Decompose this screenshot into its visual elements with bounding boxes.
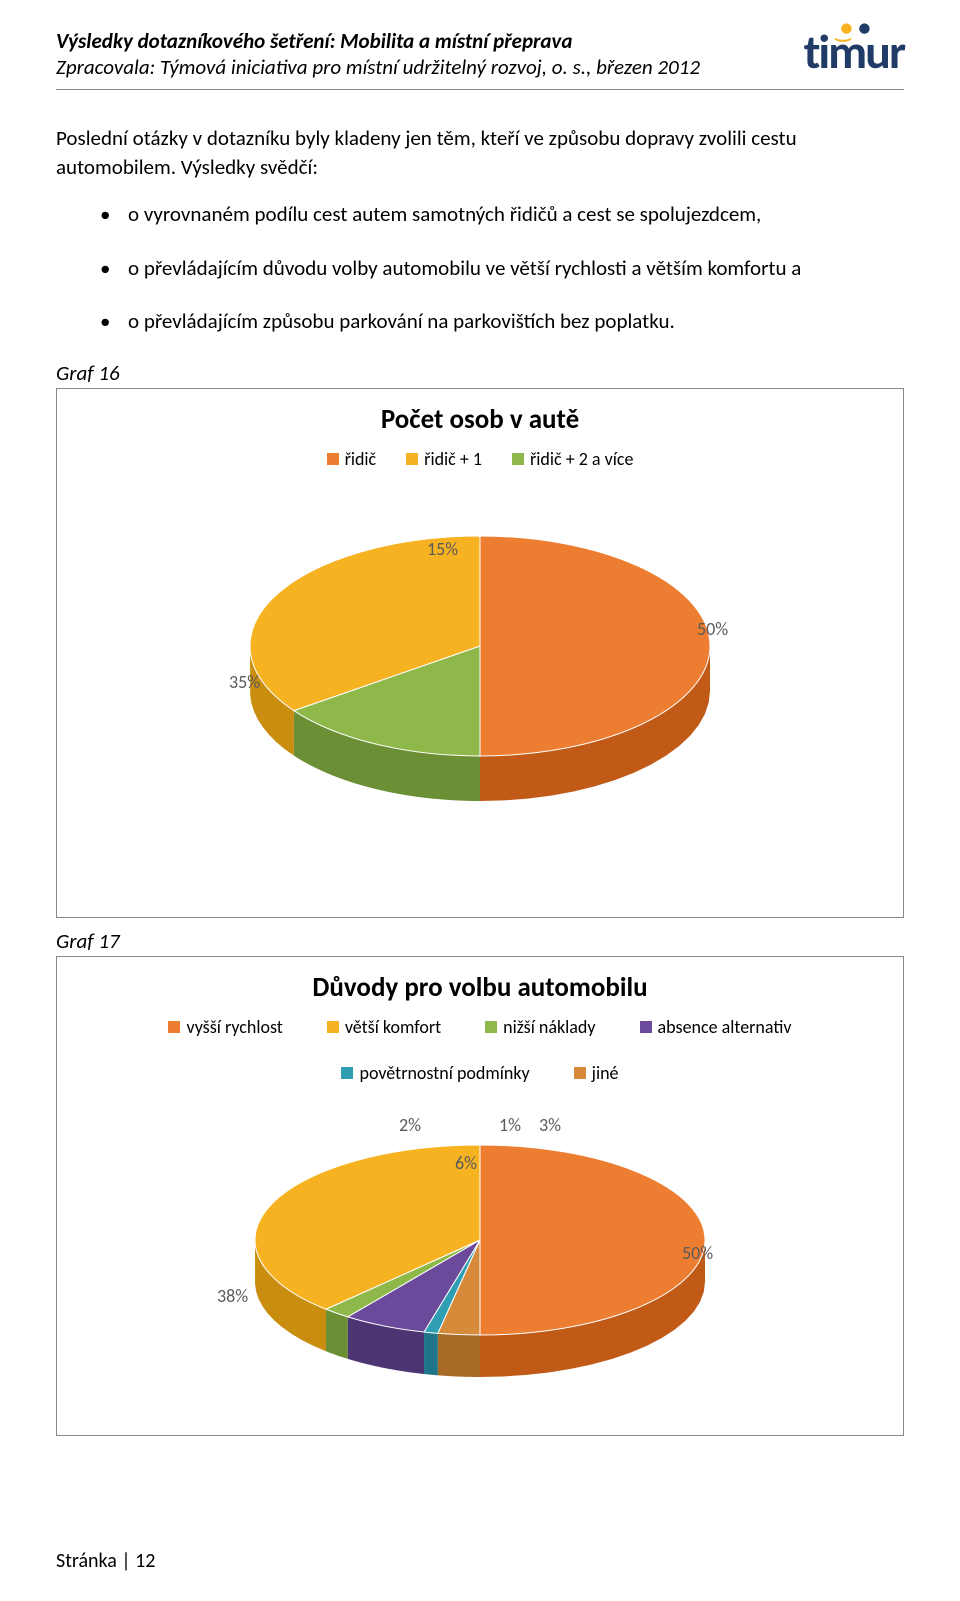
legend-swatch-icon bbox=[406, 453, 418, 465]
doc-subtitle: Zpracovala: Týmová iniciativa pro místní… bbox=[56, 54, 700, 80]
legend-item: vyšší rychlost bbox=[168, 1016, 282, 1038]
chart1-title: Počet osob v autě bbox=[57, 403, 903, 436]
chart2-title: Důvody pro volbu automobilu bbox=[57, 971, 903, 1004]
pie-slice-label: 3% bbox=[539, 1114, 561, 1136]
legend-label: větší komfort bbox=[345, 1016, 441, 1038]
chart2-legend: vyšší rychlost větší komfort nižší náklady… bbox=[130, 1016, 830, 1084]
pie-slice-label: 2% bbox=[399, 1114, 421, 1136]
chart2-pie-icon bbox=[200, 1090, 760, 1400]
legend-swatch-icon bbox=[327, 1021, 339, 1033]
pie-slice-label: 15% bbox=[427, 538, 458, 560]
legend-swatch-icon bbox=[168, 1021, 180, 1033]
legend-label: vyšší rychlost bbox=[186, 1016, 282, 1038]
logo-dot-icon: ● bbox=[858, 18, 869, 38]
chart1-legend: řidič řidič + 1 řidič + 2 a více bbox=[57, 448, 903, 470]
legend-label: nižší náklady bbox=[503, 1016, 595, 1038]
chart2-container: Důvody pro volbu automobilu vyšší rychlo… bbox=[56, 956, 904, 1436]
finding-item: o převládajícím důvodu volby automobilu … bbox=[100, 254, 904, 283]
legend-item: nižší náklady bbox=[485, 1016, 595, 1038]
legend-label: absence alternativ bbox=[658, 1016, 792, 1038]
header-text-block: Výsledky dotazníkového šetření: Mobilita… bbox=[56, 28, 700, 81]
intro-paragraph: Poslední otázky v dotazníku byly kladeny… bbox=[56, 124, 904, 183]
legend-item: větší komfort bbox=[327, 1016, 441, 1038]
legend-item: řidič + 1 bbox=[406, 448, 482, 470]
finding-item: o převládajícím způsobu parkování na par… bbox=[100, 307, 904, 336]
legend-swatch-icon bbox=[327, 453, 339, 465]
doc-title: Výsledky dotazníkového šetření: Mobilita… bbox=[56, 28, 700, 54]
pie-slice-label: 1% bbox=[499, 1114, 521, 1136]
legend-label: řidič bbox=[345, 448, 377, 470]
finding-item: o vyrovnaném podílu cest autem samotných… bbox=[100, 200, 904, 229]
chart2-pie-wrap: 1% 2% 3% 6% 38% 50% bbox=[57, 1090, 903, 1400]
legend-swatch-icon bbox=[640, 1021, 652, 1033]
legend-label: povětrnostní podmínky bbox=[359, 1062, 529, 1084]
chart1-pie-wrap: 15% 35% 50% bbox=[57, 476, 903, 856]
legend-swatch-icon bbox=[574, 1067, 586, 1079]
legend-swatch-icon bbox=[485, 1021, 497, 1033]
pie-slice-label: 35% bbox=[229, 671, 260, 693]
graf16-label: Graf 16 bbox=[56, 360, 904, 386]
pie-slice-label: 38% bbox=[217, 1285, 248, 1307]
legend-item: jiné bbox=[574, 1062, 619, 1084]
findings-list: o vyrovnaném podílu cest autem samotných… bbox=[100, 200, 904, 336]
legend-label: řidič + 1 bbox=[424, 448, 482, 470]
logo-text: timur bbox=[804, 22, 904, 81]
pie-slice-label: 50% bbox=[697, 618, 728, 640]
chart1-pie-icon bbox=[200, 476, 760, 856]
legend-swatch-icon bbox=[512, 453, 524, 465]
legend-label: jiné bbox=[592, 1062, 619, 1084]
pie-slice-label: 50% bbox=[682, 1242, 713, 1264]
legend-swatch-icon bbox=[341, 1067, 353, 1079]
timur-logo: ● ● ⌣ timur bbox=[804, 28, 904, 73]
legend-label: řidič + 2 a více bbox=[530, 448, 633, 470]
legend-item: řidič bbox=[327, 448, 377, 470]
chart1-container: Počet osob v autě řidič řidič + 1 řidič + … bbox=[56, 388, 904, 918]
legend-item: řidič + 2 a více bbox=[512, 448, 633, 470]
legend-item: povětrnostní podmínky bbox=[341, 1062, 529, 1084]
logo-arc-icon: ⌣ bbox=[834, 31, 850, 46]
page-footer: Stránka | 12 bbox=[56, 1549, 155, 1573]
legend-item: absence alternativ bbox=[640, 1016, 792, 1038]
graf17-label: Graf 17 bbox=[56, 928, 904, 954]
pie-slice-label: 6% bbox=[455, 1152, 477, 1174]
page-header: Výsledky dotazníkového šetření: Mobilita… bbox=[56, 28, 904, 90]
